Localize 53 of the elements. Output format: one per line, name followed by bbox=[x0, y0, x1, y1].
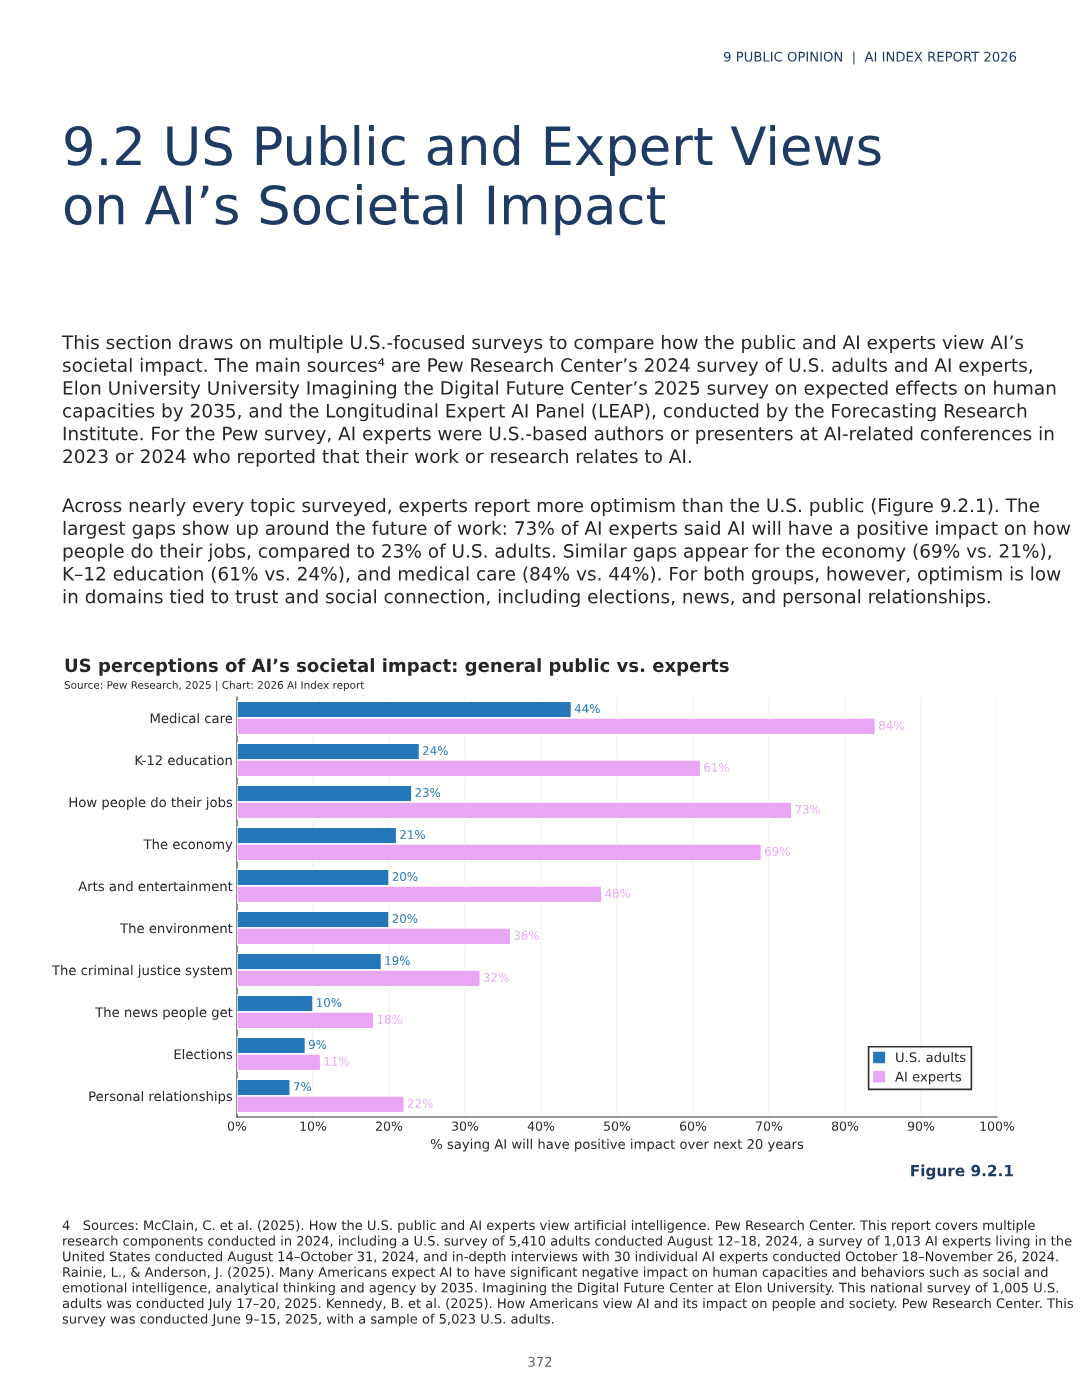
data-label: 24% bbox=[423, 746, 448, 756]
x-tick-label: 20% bbox=[376, 1121, 403, 1131]
data-label: 18% bbox=[377, 1014, 403, 1024]
text: 9.2 US Public and Expert Views on AI’s Societal Impact bbox=[64, 125, 881, 236]
data-label: 10% bbox=[317, 998, 342, 1008]
legend-label: AI experts bbox=[895, 1071, 962, 1085]
data-label: 19% bbox=[385, 956, 410, 966]
y-tick-label: Personal relationships bbox=[89, 1090, 233, 1104]
data-label: 20% bbox=[392, 872, 418, 882]
data-label: 9% bbox=[308, 1040, 327, 1050]
data-label: 22% bbox=[407, 1098, 433, 1108]
text: Across nearly every topic surveyed, experts report more optimism than the U.S. public (Figure 9.2.1). The largest gaps show up around the future of work: 73% of AI experts said AI will have a positive impact on how people do their jobs, compared to 23% of U.S. adults. Similar gaps appear for the economy (69% vs. 21%), K–12 education (61% vs. 24%), and medical care (84% vs. 44%). For both groups, however, optimism is low in domains tied to trust and social connection, including elections, news, and personal relationships. bbox=[62, 498, 1071, 608]
text: 4 Sources: McClain, C. et al. (2025). How the U.S. public and AI experts view artificial intelligence. Pew Research Center. This report covers multiple research components conducted in 2024, including a U.S. survey of 5,410 adults conducted August 12–18, 2024, a survey of 1,013 AI experts living in the United States conducted August 14–October 31, 2024, and in-depth interviews with 30 individual AI experts conducted October 18–November 26, 2024. Rainie, L., & Anderson, J. (2025). Many Americans expect AI to have significant negative impact on human capacities and behaviors such as social and emotional intelligence, analytical thinking and agency by 2035. Imagining the Digital Future Center at Elon University. This national survey of 1,005 U.S. adults was conducted July 17–20, 2025. Kennedy, B. et al. (2025). How Americans view AI and its impact on people and society. Pew Research Center. This survey was conducted June 9–15, 2025, with a sample of 5,023 U.S. adults. bbox=[62, 1220, 1074, 1327]
x-tick-label: 80% bbox=[831, 1121, 859, 1131]
data-label: 36% bbox=[514, 930, 539, 940]
x-tick-label: 90% bbox=[907, 1121, 935, 1131]
x-tick-label: 60% bbox=[679, 1121, 707, 1131]
y-tick-label: Arts and entertainment bbox=[78, 880, 233, 892]
y-tick-label: The criminal justice system bbox=[51, 964, 232, 978]
data-label: 84% bbox=[878, 720, 904, 730]
data-label: 20% bbox=[392, 914, 418, 924]
y-tick-label: How people do their jobs bbox=[69, 796, 233, 810]
data-label: 23% bbox=[415, 788, 441, 798]
caption: Figure 9.2.1 bbox=[911, 1164, 1013, 1180]
y-tick-label: The environment bbox=[120, 922, 233, 934]
data-label: 73% bbox=[795, 804, 821, 814]
data-label: 61% bbox=[704, 762, 729, 772]
data-label: 11% bbox=[324, 1056, 349, 1066]
y-tick-label: The economy bbox=[143, 838, 233, 852]
data-label: 69% bbox=[765, 846, 790, 856]
y-tick-label: K-12 education bbox=[135, 754, 232, 766]
text: 372 bbox=[528, 1356, 552, 1367]
chart-title: US perceptions of AI’s societal impact: general public vs. experts bbox=[65, 658, 729, 676]
text: 9 PUBLIC OPINION | AI INDEX REPORT 2026 bbox=[723, 51, 1017, 65]
data-label: 7% bbox=[293, 1082, 312, 1092]
x-tick-label: 30% bbox=[452, 1121, 479, 1131]
chart-subtitle: Source: Pew Research, 2025 | Chart: 2026 AI Index report bbox=[64, 680, 365, 692]
data-label: 48% bbox=[605, 888, 631, 898]
data-label: 44% bbox=[574, 704, 600, 714]
legend-label: U.S. adults bbox=[896, 1051, 966, 1063]
x-tick-label: 0% bbox=[227, 1121, 247, 1131]
y-tick-label: The news people get bbox=[95, 1006, 233, 1020]
text: This section draws on multiple U.S.-focused surveys to compare how the public and AI experts view AI’s societal impact. The main sources⁴ are Pew Research Center’s 2024 survey of U.S. adults and AI experts, Elon University University Imagining the Digital Future Center’s 2025 survey on expected effects on human capacities by 2035, and the Longitudinal Expert AI Panel (LEAP), conducted by the Forecasting Research Institute. For the Pew survey, AI experts were U.S.-based authors or presenters at AI-related conferences in 2023 or 2024 who reported that their work or research relates to AI. bbox=[61, 335, 1056, 467]
data-label: 21% bbox=[400, 830, 425, 840]
x-tick-label: 40% bbox=[527, 1121, 555, 1131]
x-tick-label: 10% bbox=[300, 1121, 327, 1131]
x-tick-label: 70% bbox=[756, 1121, 783, 1131]
x-tick-label: 50% bbox=[604, 1121, 631, 1131]
x-axis-title: % saying AI will have positive impact over next 20 years bbox=[430, 1138, 804, 1152]
x-tick-label: 100% bbox=[980, 1121, 1015, 1131]
y-tick-label: Medical care bbox=[150, 712, 233, 724]
y-tick-label: Elections bbox=[174, 1048, 233, 1060]
data-label: 32% bbox=[483, 972, 509, 982]
